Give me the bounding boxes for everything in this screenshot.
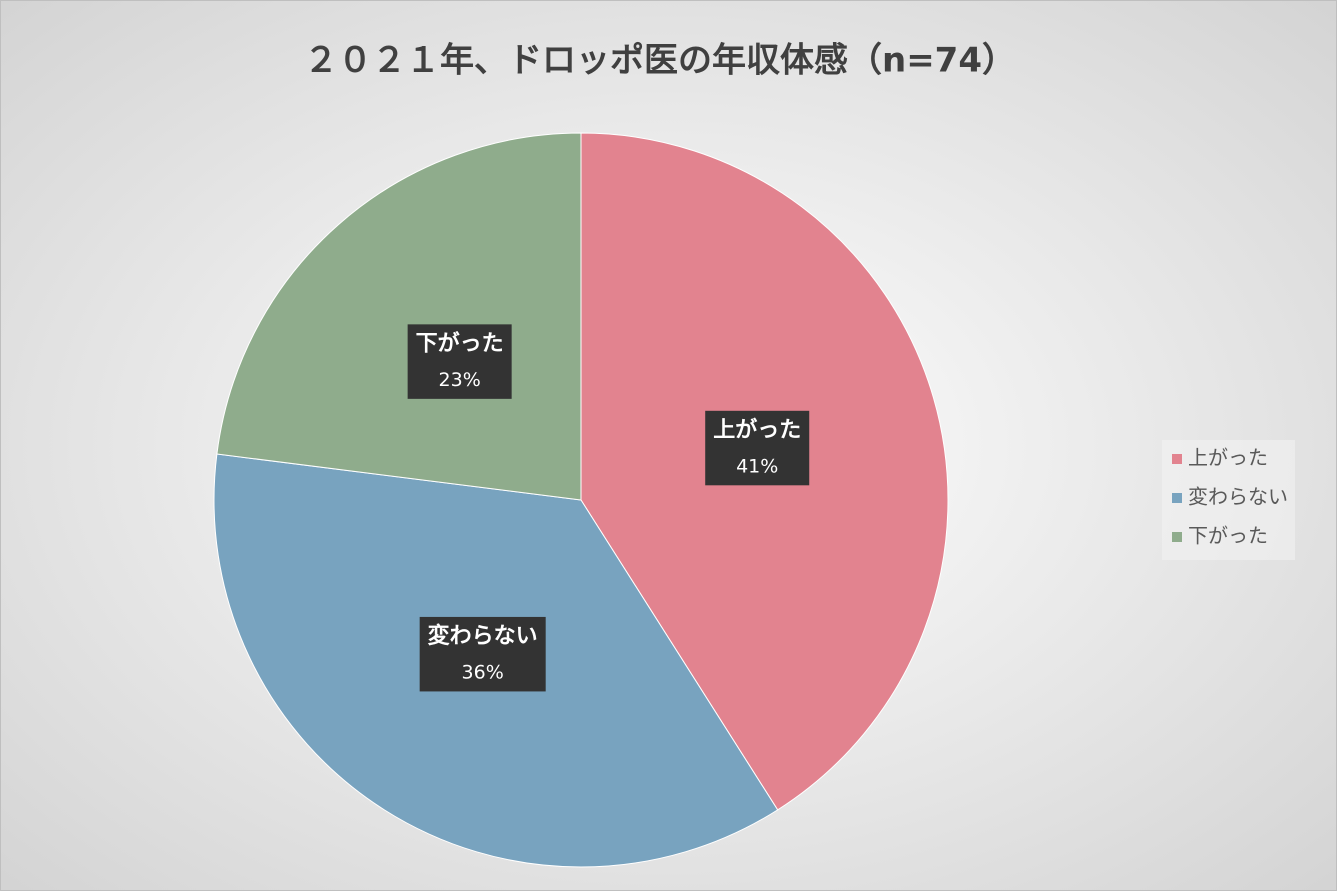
legend-label: 変わらない [1188,485,1288,509]
chart-title: ２０２１年、ドロッポ医の年収体感（n=74） [304,41,1016,81]
legend-box [1162,440,1295,560]
legend-label: 下がった [1188,524,1268,548]
legend-swatch [1172,532,1182,542]
data-label-value: 36% [462,661,504,683]
data-label-category: 下がった [416,330,504,356]
data-label-box [705,410,810,486]
data-label: 上がった 41% [705,410,810,486]
data-label-category: 上がった [713,417,801,443]
legend-label: 上がった [1188,446,1268,470]
data-label: 下がった 23% [407,324,512,399]
data-label-value: 23% [439,369,481,391]
pie-slice [216,132,582,501]
data-label-box [419,616,546,692]
data-label-box [407,324,512,399]
legend-swatch [1172,454,1182,464]
data-label-category: 変わらない [428,623,538,649]
data-label-value: 41% [736,455,778,477]
data-label: 変わらない 36% [419,616,546,692]
legend-swatch [1172,493,1182,503]
